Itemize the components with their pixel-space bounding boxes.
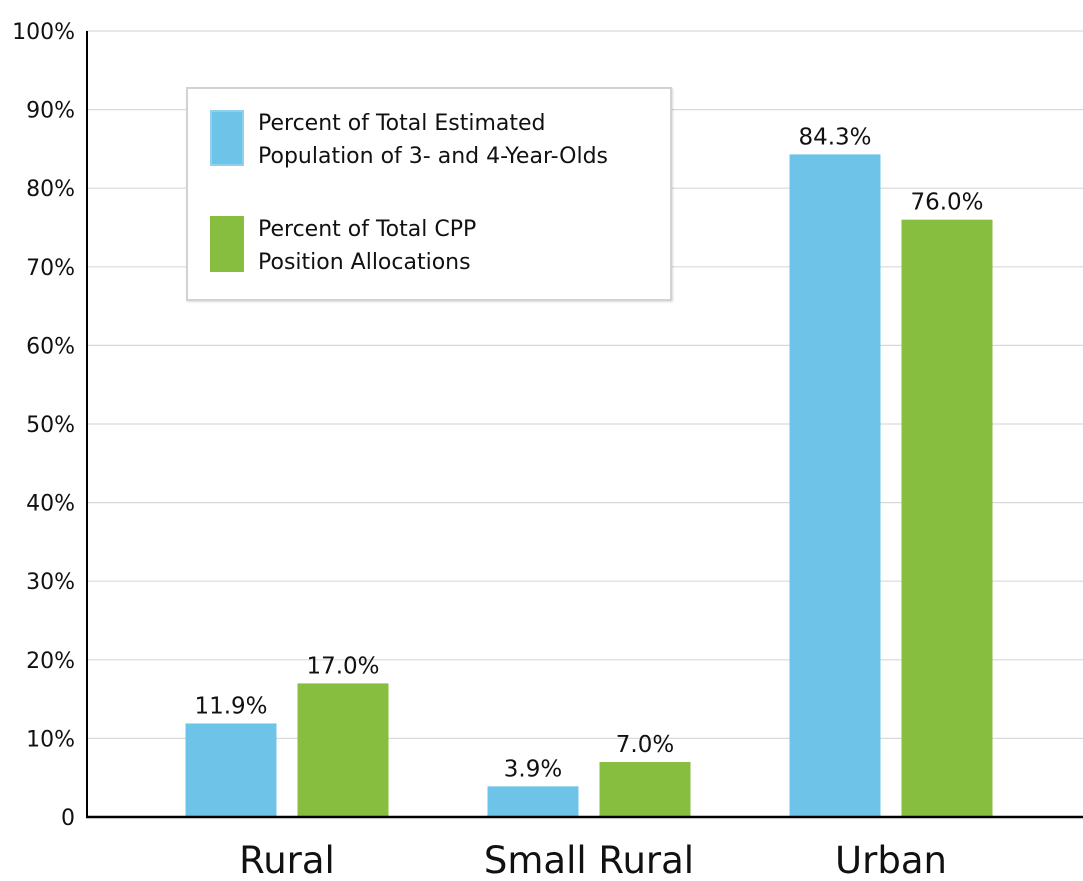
legend: Percent of Total Estimated Population of…	[186, 87, 672, 301]
y-tick-label: 70%	[26, 256, 75, 281]
bar-value-label: 7.0%	[616, 732, 674, 758]
y-tick-label: 90%	[26, 99, 75, 124]
bar-cpp	[901, 219, 993, 817]
y-tick-label: 40%	[26, 492, 75, 517]
legend-label-population-line2: Population of 3- and 4-Year-Olds	[258, 144, 608, 169]
legend-swatch-population	[210, 110, 244, 166]
legend-label-cpp-line1: Percent of Total CPP	[258, 217, 477, 242]
legend-item-population: Percent of Total Estimated Population of…	[210, 110, 608, 173]
category-label: Urban	[835, 839, 947, 877]
labels: 0 10% 20% 30% 40% 50% 60% 70% 80% 90% 100% 11.9% 3.9…	[12, 20, 983, 881]
bar-cpp	[599, 761, 691, 817]
bar-value-label: 17.0%	[306, 653, 379, 679]
legend-label-population-line1: Percent of Total Estimated	[258, 111, 546, 136]
bar-cpp	[297, 683, 389, 817]
bar-population	[185, 723, 277, 817]
y-tick-label: 100%	[12, 20, 75, 45]
bar-value-label: 76.0%	[910, 190, 983, 216]
axes	[86, 31, 1083, 819]
y-tick-label: 20%	[26, 649, 75, 674]
category-label: Rural	[239, 839, 335, 877]
category-label: Small Rural	[484, 839, 694, 877]
legend-label-cpp: Percent of Total CPP Position Allocation…	[258, 213, 476, 279]
legend-label-cpp-line2: Position Allocations	[258, 250, 471, 275]
bar-population	[487, 786, 579, 817]
bar-value-label: 11.9%	[194, 693, 267, 719]
y-tick-label: 0	[61, 806, 75, 831]
y-tick-label: 80%	[26, 177, 75, 202]
legend-item-cpp: Percent of Total CPP Position Allocation…	[210, 216, 476, 279]
bars	[185, 154, 993, 818]
legend-label-population: Percent of Total Estimated Population of…	[258, 107, 608, 173]
y-tick-label: 50%	[26, 413, 75, 438]
bar-value-label: 3.9%	[504, 756, 562, 782]
y-tick-label: 10%	[26, 727, 75, 752]
bar-population	[789, 154, 881, 818]
y-tick-label: 30%	[26, 570, 75, 595]
y-tick-label: 60%	[26, 334, 75, 359]
bar-value-label: 84.3%	[798, 124, 871, 150]
legend-swatch-cpp	[210, 216, 244, 272]
